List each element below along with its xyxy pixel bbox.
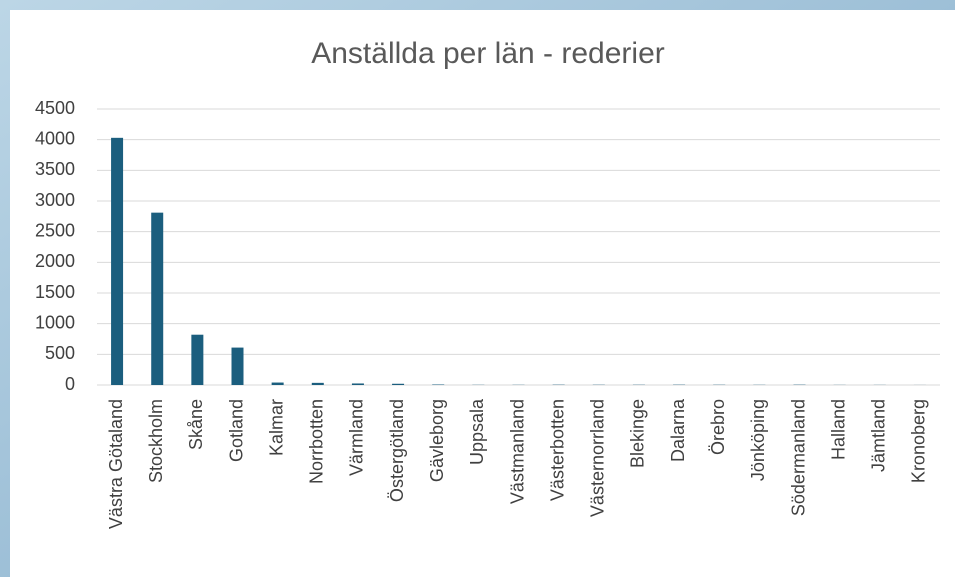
- y-tick-label: 3500: [35, 159, 75, 179]
- x-tick-label: Kronoberg: [909, 399, 929, 483]
- y-tick-label: 4000: [35, 128, 75, 148]
- x-tick-label: Jönköping: [748, 399, 768, 481]
- x-tick-label: Norrbotten: [307, 399, 327, 484]
- x-tick-label: Stockholm: [146, 399, 166, 483]
- x-tick-label: Gävleborg: [427, 399, 447, 482]
- bar: [111, 137, 124, 385]
- x-tick-label: Södermanland: [788, 399, 808, 516]
- chart-title: Anställda per län - rederier: [311, 37, 665, 70]
- x-tick-label: Gotland: [226, 399, 246, 462]
- y-tick-label: 2500: [35, 220, 75, 240]
- x-tick-label: Västra Götaland: [106, 399, 126, 529]
- y-tick-label: 4500: [35, 98, 75, 118]
- x-tick-label: Västerbotten: [547, 399, 567, 501]
- x-tick-label: Dalarna: [668, 398, 688, 462]
- x-tick-label: Uppsala: [467, 398, 487, 465]
- bar: [351, 383, 364, 385]
- bar: [271, 382, 284, 385]
- x-tick-label: Skåne: [186, 399, 206, 450]
- x-tick-label: Västernorrland: [588, 399, 608, 517]
- y-tick-label: 1000: [35, 312, 75, 332]
- x-tick-label: Blekinge: [628, 399, 648, 468]
- y-tick-label: 3000: [35, 190, 75, 210]
- bar: [311, 382, 324, 385]
- x-tick-label: Örebro: [708, 399, 728, 455]
- x-tick-label: Östergötland: [387, 399, 407, 502]
- x-tick-label: Halland: [828, 399, 848, 460]
- y-tick-label: 1500: [35, 282, 75, 302]
- bar: [231, 347, 244, 385]
- bar: [392, 383, 405, 385]
- y-tick-label: 2000: [35, 251, 75, 271]
- x-tick-label: Värmland: [347, 399, 367, 476]
- x-tick-label: Kalmar: [266, 399, 286, 456]
- x-tick-label: Jämtland: [869, 399, 889, 472]
- y-tick-label: 500: [45, 343, 75, 363]
- bar: [151, 212, 164, 385]
- bar: [191, 334, 204, 385]
- y-tick-label: 0: [65, 374, 75, 394]
- x-tick-label: Västmanland: [507, 399, 527, 504]
